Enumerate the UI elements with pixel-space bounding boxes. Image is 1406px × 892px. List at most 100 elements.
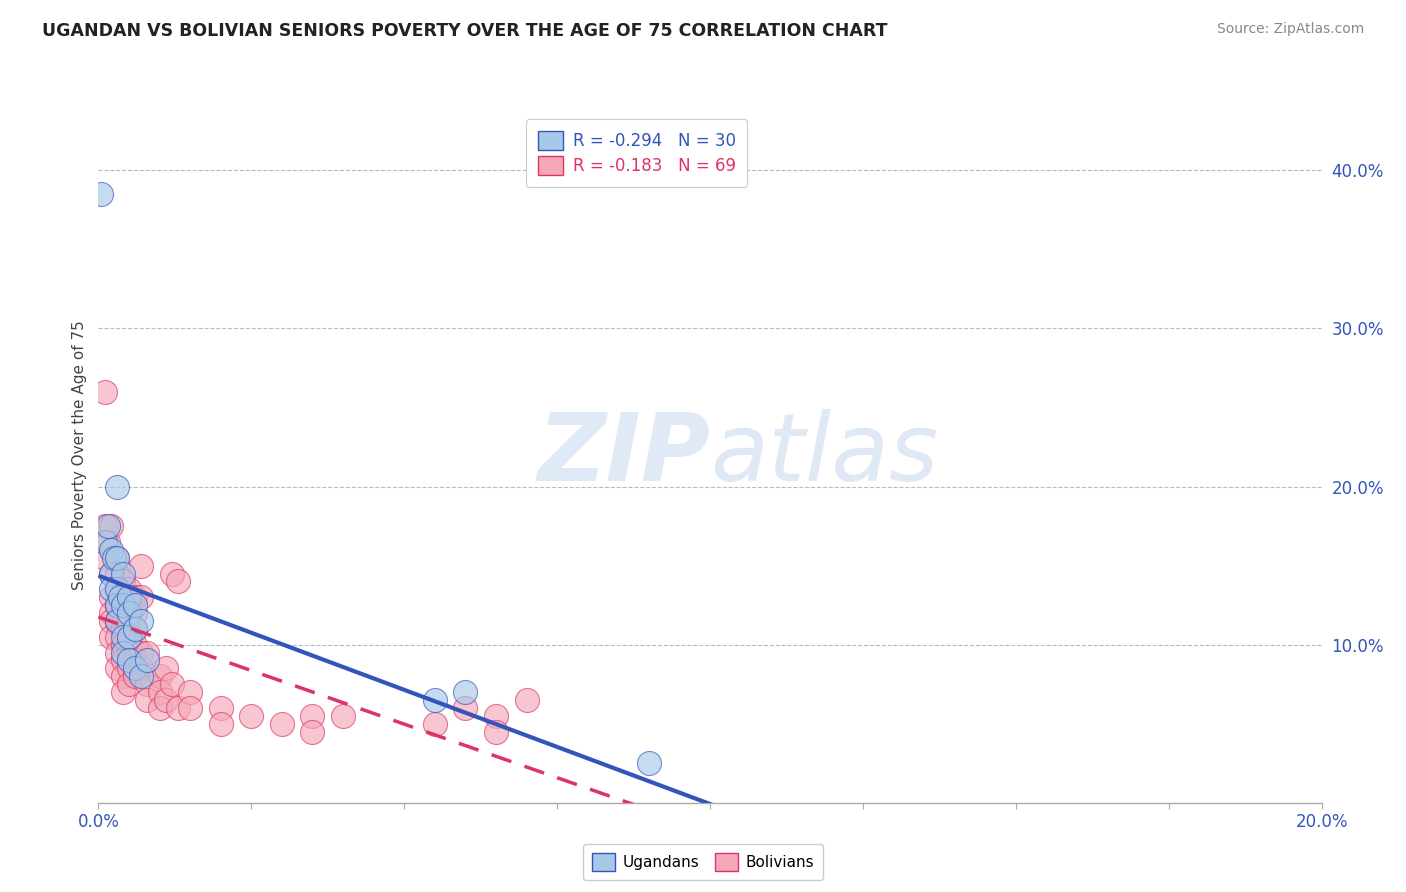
Point bbox=[516, 693, 538, 707]
Point bbox=[454, 701, 477, 715]
Point bbox=[111, 622, 134, 636]
Point bbox=[103, 550, 125, 565]
Point bbox=[93, 534, 115, 549]
Point bbox=[111, 685, 134, 699]
Point bbox=[105, 614, 128, 628]
Point bbox=[100, 591, 122, 605]
Point bbox=[118, 677, 141, 691]
Point bbox=[111, 646, 134, 660]
Point bbox=[454, 685, 477, 699]
Point bbox=[124, 622, 146, 636]
Point bbox=[111, 653, 134, 667]
Point bbox=[270, 716, 292, 731]
Legend: R = -0.294   N = 30, R = -0.183   N = 69: R = -0.294 N = 30, R = -0.183 N = 69 bbox=[526, 119, 748, 186]
Y-axis label: Seniors Poverty Over the Age of 75: Seniors Poverty Over the Age of 75 bbox=[72, 320, 87, 590]
Point bbox=[111, 591, 134, 605]
Point bbox=[100, 606, 122, 620]
Point bbox=[129, 661, 152, 675]
Point bbox=[179, 701, 201, 715]
Point bbox=[111, 638, 134, 652]
Point bbox=[111, 566, 134, 581]
Point bbox=[124, 669, 146, 683]
Point bbox=[105, 582, 128, 597]
Point bbox=[136, 653, 159, 667]
Point bbox=[136, 693, 159, 707]
Point bbox=[179, 685, 201, 699]
Point bbox=[301, 708, 323, 723]
Point bbox=[423, 693, 446, 707]
Point bbox=[118, 661, 141, 675]
Point bbox=[100, 614, 122, 628]
Point bbox=[118, 606, 141, 620]
Point bbox=[111, 598, 134, 612]
Point bbox=[129, 646, 152, 660]
Point bbox=[118, 614, 141, 628]
Point bbox=[124, 638, 146, 652]
Point bbox=[209, 716, 232, 731]
Point bbox=[105, 550, 128, 565]
Point bbox=[155, 661, 177, 675]
Point bbox=[97, 519, 120, 533]
Point bbox=[118, 630, 141, 644]
Point bbox=[118, 591, 141, 605]
Point bbox=[149, 685, 172, 699]
Point bbox=[100, 542, 122, 557]
Point bbox=[100, 582, 122, 597]
Point bbox=[124, 591, 146, 605]
Point bbox=[105, 479, 128, 493]
Point bbox=[108, 591, 131, 605]
Point bbox=[105, 566, 128, 581]
Point bbox=[93, 384, 115, 399]
Point bbox=[118, 630, 141, 644]
Point bbox=[118, 646, 141, 660]
Point bbox=[118, 598, 141, 612]
Point bbox=[105, 630, 128, 644]
Point bbox=[105, 646, 128, 660]
Point bbox=[160, 677, 183, 691]
Point bbox=[100, 630, 122, 644]
Point bbox=[332, 708, 354, 723]
Point bbox=[240, 708, 263, 723]
Point bbox=[129, 591, 152, 605]
Point bbox=[90, 186, 112, 201]
Text: atlas: atlas bbox=[710, 409, 938, 500]
Point bbox=[111, 669, 134, 683]
Point bbox=[124, 622, 146, 636]
Point bbox=[118, 582, 141, 597]
Point bbox=[124, 598, 146, 612]
Point bbox=[105, 598, 128, 612]
Point bbox=[124, 661, 146, 675]
Point bbox=[100, 519, 122, 533]
Point bbox=[209, 701, 232, 715]
Point bbox=[155, 693, 177, 707]
Point bbox=[423, 716, 446, 731]
Point bbox=[149, 669, 172, 683]
Text: Source: ZipAtlas.com: Source: ZipAtlas.com bbox=[1216, 22, 1364, 37]
Point bbox=[93, 519, 115, 533]
Point bbox=[111, 606, 134, 620]
Point bbox=[100, 566, 122, 581]
Point bbox=[124, 653, 146, 667]
Point bbox=[149, 701, 172, 715]
Point bbox=[485, 724, 508, 739]
Point bbox=[129, 558, 152, 573]
Point bbox=[167, 574, 190, 589]
Point bbox=[136, 646, 159, 660]
Legend: Ugandans, Bolivians: Ugandans, Bolivians bbox=[583, 844, 823, 880]
Point bbox=[637, 756, 661, 771]
Point bbox=[105, 614, 128, 628]
Point bbox=[118, 653, 141, 667]
Point bbox=[93, 550, 115, 565]
Point bbox=[105, 550, 128, 565]
Point bbox=[124, 606, 146, 620]
Point bbox=[105, 598, 128, 612]
Point bbox=[97, 534, 120, 549]
Point bbox=[100, 566, 122, 581]
Text: ZIP: ZIP bbox=[537, 409, 710, 501]
Point bbox=[136, 677, 159, 691]
Point bbox=[160, 566, 183, 581]
Point bbox=[111, 630, 134, 644]
Point bbox=[167, 701, 190, 715]
Point bbox=[129, 669, 152, 683]
Point bbox=[301, 724, 323, 739]
